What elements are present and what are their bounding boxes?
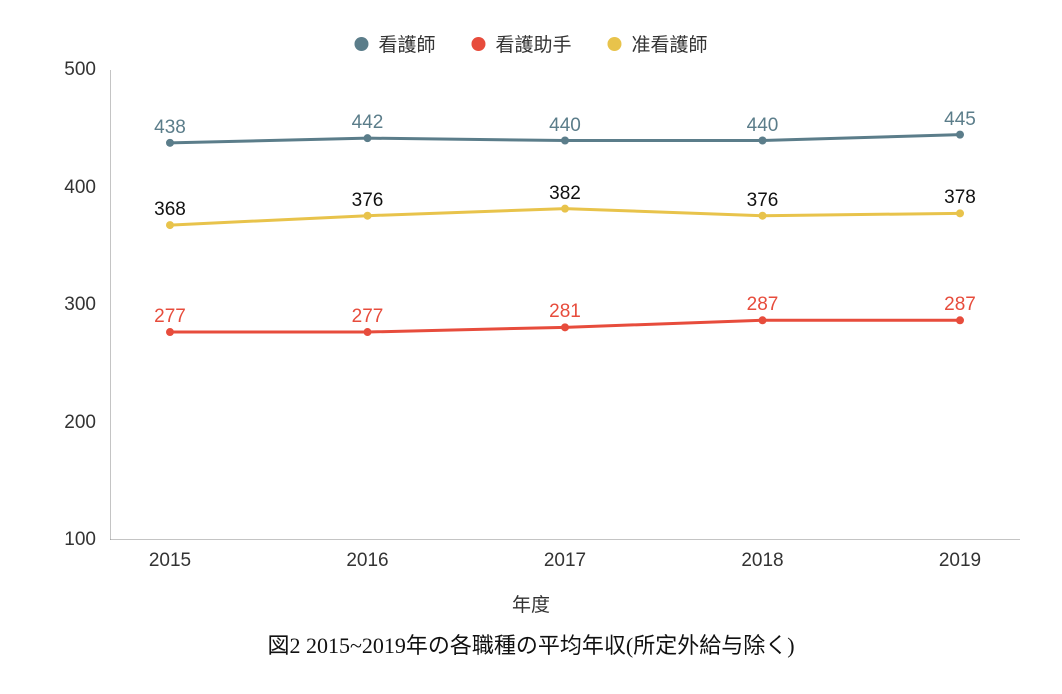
- y-axis-tick-label: 300: [56, 294, 96, 316]
- legend-label: 准看護師: [632, 30, 708, 57]
- data-point-label: 277: [154, 306, 186, 328]
- legend-dot-icon: [608, 37, 622, 51]
- x-axis-tick-label: 2015: [149, 550, 191, 572]
- legend-item: 看護師: [354, 30, 435, 57]
- x-axis-tick-label: 2016: [346, 550, 388, 572]
- legend-dot-icon: [471, 37, 485, 51]
- data-point-label: 368: [154, 199, 186, 221]
- data-point-label: 438: [154, 117, 186, 139]
- data-point-label: 281: [549, 301, 581, 323]
- legend: 看護師 看護助手 准看護師: [354, 30, 707, 57]
- legend-item: 看護助手: [471, 30, 571, 57]
- y-axis-tick-label: 500: [56, 59, 96, 81]
- data-point-label: 440: [549, 115, 581, 137]
- legend-label: 看護助手: [495, 30, 571, 57]
- data-point-label: 287: [944, 294, 976, 316]
- x-axis-tick-label: 2017: [544, 550, 586, 572]
- data-point-label: 440: [747, 115, 779, 137]
- data-point-label: 376: [747, 190, 779, 212]
- data-point-label: 445: [944, 109, 976, 131]
- chart-container: 看護師 看護助手 准看護師 図2 2015~2019年の各職種の平均年収(所定外給与…: [0, 0, 1062, 694]
- y-axis-tick-label: 400: [56, 177, 96, 199]
- x-axis-tick-label: 2019: [939, 550, 981, 572]
- x-axis-tick-label: 2018: [741, 550, 783, 572]
- data-point-label: 378: [944, 187, 976, 209]
- data-point-label: 376: [352, 190, 384, 212]
- legend-label: 看護師: [378, 30, 435, 57]
- chart-caption: 図2 2015~2019年の各職種の平均年収(所定外給与除く): [267, 628, 794, 660]
- x-axis-title: 年度: [512, 590, 550, 617]
- data-point-label: 382: [549, 183, 581, 205]
- y-axis-tick-label: 200: [56, 412, 96, 434]
- legend-item: 准看護師: [608, 30, 708, 57]
- data-point-label: 277: [352, 306, 384, 328]
- legend-dot-icon: [354, 37, 368, 51]
- data-point-label: 287: [747, 294, 779, 316]
- y-axis-tick-label: 100: [56, 529, 96, 551]
- data-point-label: 442: [352, 112, 384, 134]
